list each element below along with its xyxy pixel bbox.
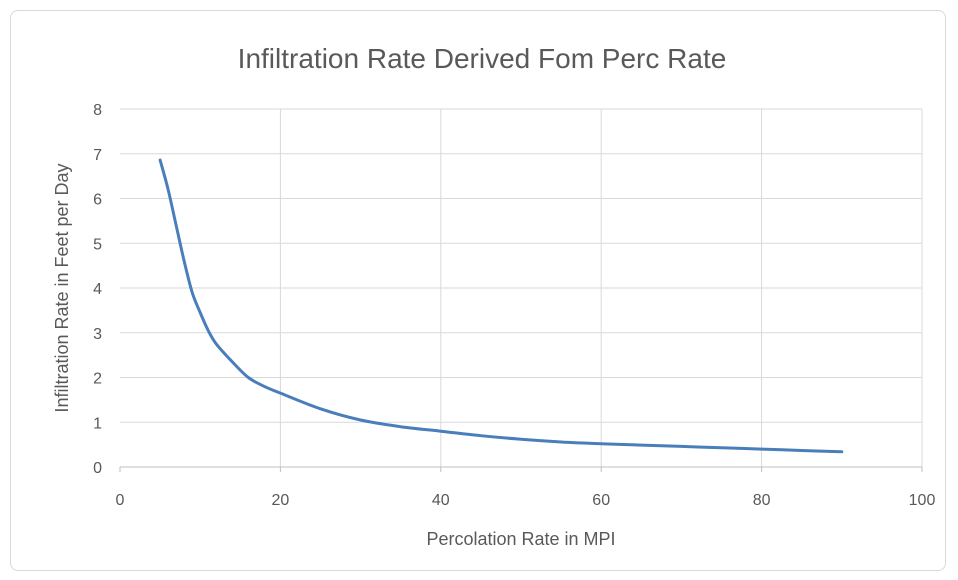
x-tick-label: 40 xyxy=(432,492,450,509)
y-tick-label: 4 xyxy=(93,281,102,298)
chart-title: Infiltration Rate Derived Fom Perc Rate xyxy=(238,43,727,74)
y-tick-label: 8 xyxy=(93,102,102,119)
y-tick-label: 6 xyxy=(93,192,102,209)
y-tick-label: 2 xyxy=(93,371,102,388)
x-tick-label: 20 xyxy=(272,492,290,509)
y-axis-title: Infiltration Rate in Feet per Day xyxy=(52,163,72,412)
series-layer xyxy=(158,158,844,454)
y-tick-label: 1 xyxy=(93,415,102,432)
x-axis-title: Percolation Rate in MPI xyxy=(426,529,615,549)
gridlines xyxy=(120,108,923,467)
y-tick-label: 5 xyxy=(93,236,102,253)
x-tick-label: 80 xyxy=(753,492,771,509)
y-tick-label: 0 xyxy=(93,460,102,477)
axes xyxy=(119,466,923,472)
series-line xyxy=(158,158,844,454)
chart-frame xyxy=(10,10,946,571)
x-tick-label: 0 xyxy=(116,492,125,509)
y-tick-label: 7 xyxy=(93,147,102,164)
y-tick-label: 3 xyxy=(93,326,102,343)
x-tick-label: 100 xyxy=(909,492,936,509)
x-tick-label: 60 xyxy=(592,492,610,509)
